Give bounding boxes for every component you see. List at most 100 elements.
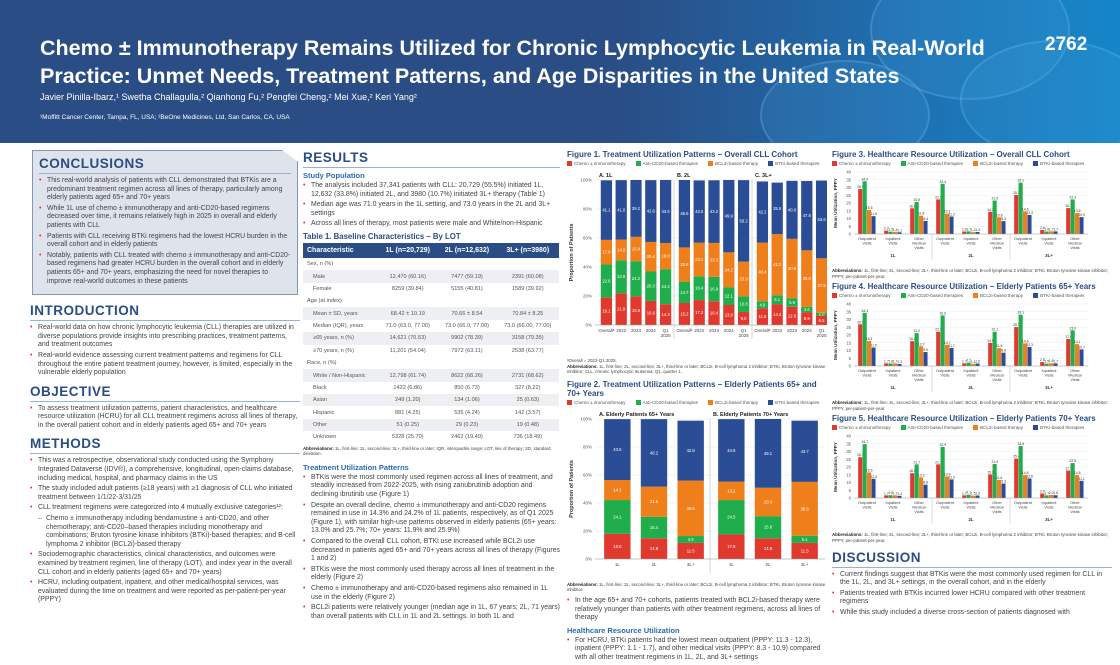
- panel-label: A. 1L: [599, 173, 613, 179]
- data-label: 24.2: [725, 267, 734, 272]
- legend-swatch: [900, 425, 906, 431]
- bar-segment: [771, 182, 783, 235]
- bullet-item: The study included adult patients (≥18 y…: [30, 485, 300, 502]
- legend-item: Chemo ± immunotherapy: [567, 161, 626, 166]
- bar: [923, 220, 928, 234]
- x-tick-label: Other: [1070, 236, 1080, 241]
- bar-segment: [630, 180, 642, 237]
- data-label: 11.5: [801, 548, 810, 553]
- bar-segment: [678, 302, 691, 325]
- y-tick-label: 40%: [583, 500, 592, 505]
- y-tick-label: 60%: [583, 472, 592, 477]
- abbr-label: Abbreviations:: [303, 445, 334, 451]
- legend-label: BCL2i-based therapy: [714, 399, 759, 405]
- abbr-label: Abbreviations:: [567, 363, 598, 369]
- x-tick-label: Visits: [914, 509, 923, 514]
- legend-swatch: [832, 293, 837, 299]
- table-cell: 25 (0.63): [496, 394, 559, 407]
- data-label: 1.6: [962, 228, 967, 232]
- bullet-item: Current findings suggest that BTKis were…: [832, 571, 1112, 588]
- table-cell: 2391 (60.08): [496, 270, 559, 283]
- y-tick-label: 80%: [583, 207, 592, 212]
- y-tick-label: 20: [846, 333, 851, 338]
- table-cell: 1589 (39.92): [511, 285, 544, 292]
- data-label: 15.5: [866, 206, 873, 210]
- group-label: 2L: [968, 253, 973, 258]
- fig3-title: Figure 3. Healthcare Resource Utilizatio…: [832, 150, 1070, 159]
- bullet-item: While this study included a diverse cros…: [832, 609, 1112, 618]
- data-label: 34.7: [861, 441, 868, 445]
- data-label: 37.5: [818, 283, 827, 288]
- data-label: 20.3: [647, 284, 656, 289]
- data-label: 1.6: [975, 492, 980, 496]
- data-label: 22.5: [1069, 460, 1076, 464]
- table-cell: 12,470 (60.16): [378, 270, 438, 283]
- bar: [893, 495, 898, 499]
- y-tick-label: 100%: [580, 416, 592, 421]
- legend-label: BTKi-based therapies: [1040, 425, 1085, 431]
- x-tick-label: 2024: [724, 328, 735, 333]
- x-tick-label: Q1: [819, 328, 826, 333]
- y-tick-label: 80%: [583, 444, 592, 449]
- table-cell: Hispanic: [313, 409, 335, 416]
- x-tick-label: 2022: [694, 328, 705, 333]
- bar-segment: [815, 180, 828, 259]
- data-label: 17.7: [1065, 467, 1072, 471]
- bar-segment: [791, 420, 818, 482]
- x-tick-label: 2L: [651, 562, 657, 567]
- x-tick-label: Medical: [1068, 505, 1082, 510]
- table-cell: 9902 (78.39): [437, 332, 497, 345]
- bar-segment: [723, 252, 735, 288]
- data-label: 42.6: [647, 209, 656, 214]
- legend-swatch: [768, 399, 774, 405]
- data-label: 1.7: [884, 492, 889, 496]
- x-tick-label: Outpatient: [858, 236, 877, 241]
- bar-segment: [718, 418, 745, 482]
- table-cell: 8622 (68.26): [437, 369, 497, 382]
- data-label: 32.9: [939, 443, 946, 447]
- data-label: 11.3: [948, 212, 954, 216]
- bar: [1040, 229, 1045, 234]
- bar-segment: [801, 306, 813, 313]
- abbr-text: 1L, first-line; 2L, second-line; 3L+, th…: [303, 445, 551, 457]
- data-label: 16.0: [909, 337, 916, 341]
- bar: [910, 208, 915, 234]
- x-tick-label: Visits: [940, 373, 949, 378]
- bar: [1040, 362, 1045, 367]
- y-tick-label: 5: [849, 356, 852, 361]
- data-label: 22.1: [935, 328, 942, 332]
- bar: [1049, 363, 1054, 367]
- data-label: 14.8: [1074, 471, 1081, 475]
- x-tick-label: Outpatient: [1014, 500, 1033, 505]
- fig4-chart: Mean Utilization, PPPY 0 5 10 15 20 25 30 35 40 26…: [833, 302, 1088, 393]
- data-label: 1.3: [975, 228, 980, 232]
- data-label: 24.5: [727, 514, 736, 519]
- x-tick-label: Other: [1070, 500, 1080, 505]
- data-label: 21.9: [991, 460, 998, 464]
- table-row: Unknown 5328 (25.70) 2462 (19.49) 736 (18.4…: [303, 431, 559, 443]
- data-label: 11.7: [948, 344, 954, 348]
- data-label: 49.9: [725, 214, 734, 219]
- bar: [862, 181, 867, 234]
- bullet-item: BTKis were the most commonly used therap…: [303, 566, 560, 583]
- x-tick-label: 2025: [739, 333, 750, 338]
- data-label: 14.3: [662, 312, 671, 317]
- data-label: 14.3: [987, 208, 994, 212]
- data-label: 2.1: [966, 491, 971, 495]
- legend-label: Anti-CD20-based therapies: [642, 399, 698, 405]
- y-tick-label: 30: [846, 317, 851, 322]
- x-tick-label: Medical: [990, 505, 1004, 510]
- bar-segment: [678, 281, 691, 303]
- data-label: 16.4: [710, 311, 719, 316]
- introduction-heading: INTRODUCTION: [30, 303, 300, 322]
- bar: [923, 352, 928, 367]
- data-label: 8.4: [923, 217, 928, 221]
- data-label: 1.4: [971, 360, 976, 364]
- x-tick-label: 3L+: [687, 562, 695, 567]
- table-cell: 70.84 ± 8.25: [496, 307, 559, 320]
- data-label: 44.6: [727, 448, 736, 453]
- bullet-item: BTKis were the most commonly used regime…: [303, 474, 560, 500]
- bar-segment: [723, 180, 735, 253]
- data-label: 21.5: [650, 499, 659, 504]
- x-tick-label: Other: [914, 368, 924, 373]
